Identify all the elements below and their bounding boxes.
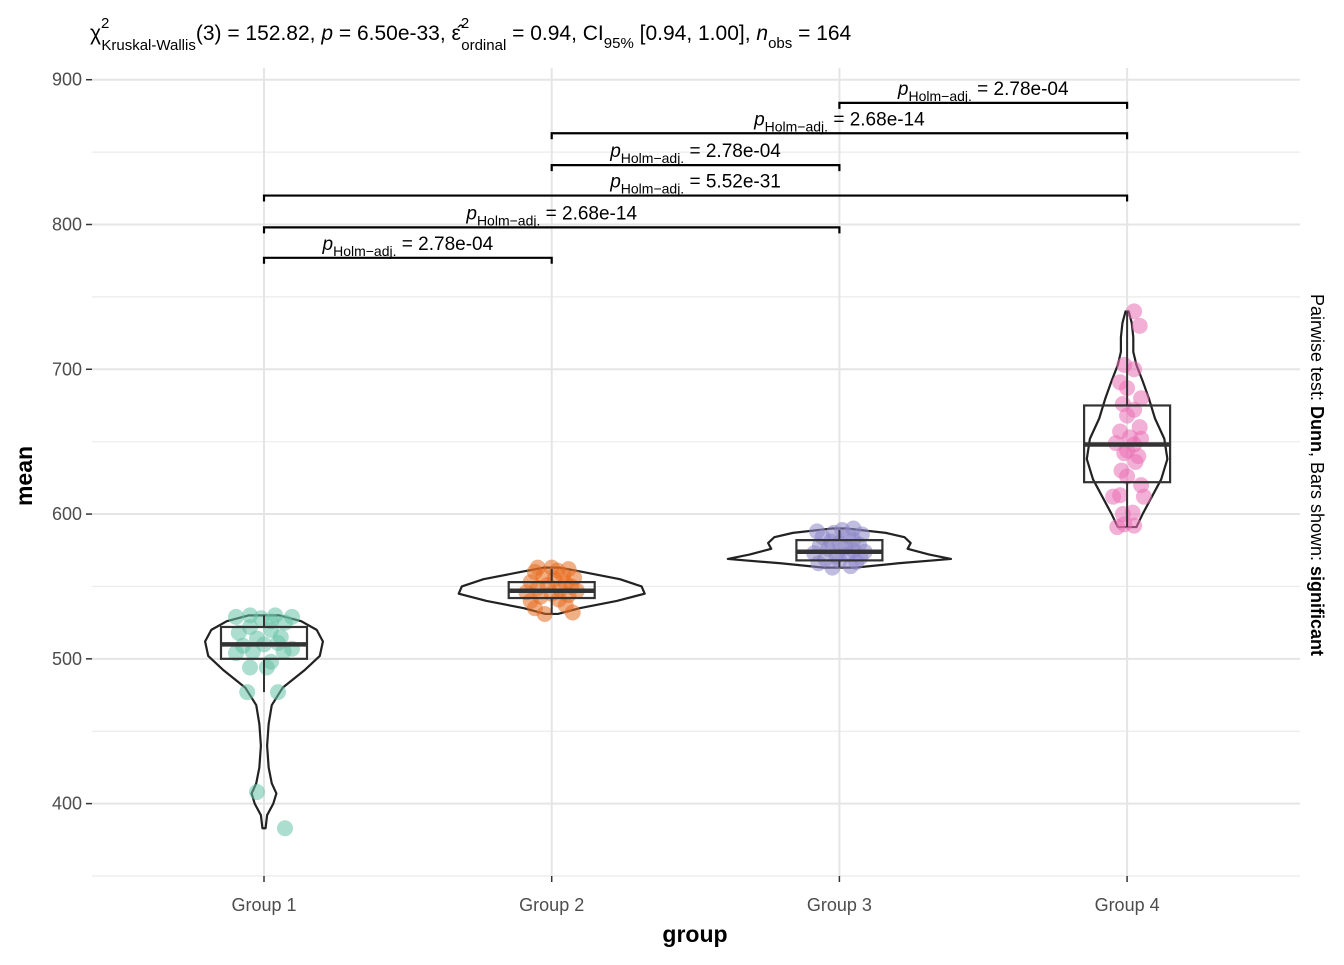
data-point	[543, 559, 560, 576]
data-point	[560, 561, 577, 578]
x-tick-label: Group 2	[519, 895, 584, 915]
data-point	[1114, 396, 1131, 413]
boxplot-4	[1082, 311, 1172, 528]
data-point	[263, 653, 279, 670]
data-point	[228, 608, 244, 625]
data-point	[267, 607, 284, 624]
data-point	[1133, 477, 1150, 494]
data-point	[242, 659, 258, 676]
bracket-layer: pHolm−adj. = 2.78e-04 pHolm−adj. = 2.68e-…	[262, 79, 1129, 264]
data-point	[1113, 462, 1130, 479]
x-tick-label: Group 4	[1095, 895, 1160, 915]
data-point	[1124, 504, 1141, 521]
boxplot-3	[795, 529, 884, 568]
chart-subtitle: χ2 Kruskal-Wallis(3) = 152.82, p = 6.50e-…	[90, 15, 852, 54]
axis-layer: 400 500 600 700 800 900 Group 1 Group 2 Group 3 G…	[52, 70, 1160, 915]
data-point	[249, 784, 265, 801]
violin-layer	[204, 310, 1169, 830]
comparison-bracket: pHolm−adj. = 2.78e-04	[262, 234, 553, 264]
comparison-bracket: pHolm−adj. = 2.78e-04	[550, 141, 841, 172]
comparison-bracket: pHolm−adj. = 5.52e-31	[262, 172, 1129, 202]
grid-layer	[92, 68, 1300, 877]
data-point	[529, 559, 546, 576]
bracket-label: pHolm−adj. = 2.78e-04	[322, 234, 494, 259]
x-tick-label: Group 1	[231, 895, 296, 915]
y-axis-title: mean	[11, 446, 37, 506]
data-point	[1112, 487, 1129, 504]
comparison-bracket: pHolm−adj. = 2.68e-14	[550, 109, 1129, 140]
data-point	[242, 607, 258, 624]
bracket-line	[262, 226, 841, 234]
y-tick-label: 700	[52, 359, 82, 379]
bracket-line	[550, 164, 841, 172]
data-point	[1116, 356, 1133, 373]
box-layer	[219, 311, 1172, 693]
bracket-label: pHolm−adj. = 2.78e-04	[609, 141, 781, 166]
bracket-label: pHolm−adj. = 2.78e-04	[897, 79, 1069, 104]
data-point	[1131, 317, 1148, 334]
boxplot-1	[219, 615, 309, 693]
data-point	[1112, 374, 1129, 391]
y-tick-label: 400	[52, 794, 82, 814]
boxplot-2	[507, 569, 596, 614]
y-tick-label: 800	[52, 214, 82, 234]
bracket-label: pHolm−adj. = 2.68e-14	[465, 203, 637, 228]
data-point	[270, 684, 286, 701]
point-layer	[228, 303, 1152, 837]
x-axis-title: group	[662, 921, 727, 947]
y-tick-label: 500	[52, 649, 82, 669]
data-point	[809, 523, 825, 540]
data-point	[1112, 423, 1129, 440]
bracket-line	[838, 101, 1129, 109]
x-tick-label: Group 3	[807, 895, 872, 915]
data-point	[284, 608, 300, 625]
data-point	[1126, 303, 1143, 320]
comparison-bracket: pHolm−adj. = 2.78e-04	[838, 79, 1129, 109]
comparison-bracket: pHolm−adj. = 2.68e-14	[262, 203, 841, 234]
y-tick-label: 900	[52, 70, 82, 90]
data-point	[239, 684, 256, 701]
data-point	[845, 520, 862, 537]
bracket-line	[550, 132, 1129, 140]
data-point	[1131, 419, 1148, 436]
pairwise-caption: Pairwise test: Dunn, Bars shown: signifi…	[1307, 294, 1327, 656]
data-point	[1133, 390, 1150, 407]
bracket-line	[262, 256, 553, 264]
data-point	[277, 820, 293, 837]
y-tick-label: 600	[52, 504, 82, 524]
bracket-line	[262, 194, 1129, 202]
bracket-label: pHolm−adj. = 5.52e-31	[609, 172, 781, 197]
bracket-label: pHolm−adj. = 2.68e-14	[753, 109, 925, 134]
